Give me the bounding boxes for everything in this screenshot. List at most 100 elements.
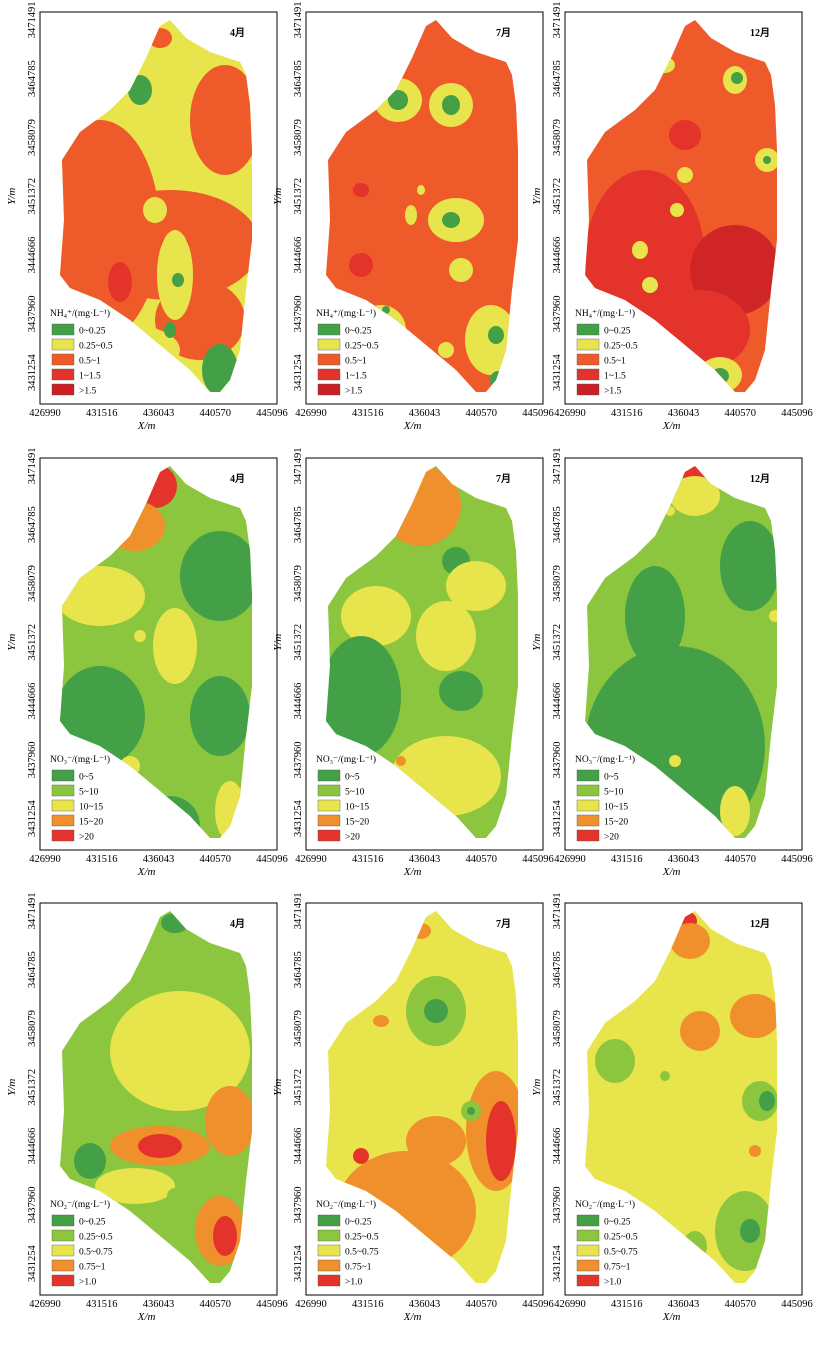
concentration-patch [446, 561, 506, 611]
legend-label: 1~1.5 [79, 372, 101, 382]
concentration-patch [730, 994, 777, 1038]
legend-label: 5~10 [79, 788, 99, 798]
legend-title: NH₄⁺/(mg·L⁻¹) [316, 308, 376, 319]
x-tick-label: 440570 [200, 408, 232, 419]
y-tick-label: 3451372 [293, 1069, 304, 1106]
legend-label: 0~5 [604, 773, 619, 783]
legend-swatch [576, 1244, 600, 1257]
y-tick-label: 3431254 [27, 1245, 38, 1283]
x-tick-label: 436043 [143, 408, 175, 419]
concentration-patch [625, 566, 685, 666]
y-tick-label: 3437960 [293, 295, 304, 332]
y-tick-label: 3471491 [552, 447, 563, 484]
concentration-patch [670, 476, 720, 516]
y-tick-label: 3464785 [27, 951, 38, 988]
legend-label: 0.5~1 [345, 357, 367, 367]
x-tick-label: 436043 [409, 408, 441, 419]
legend-label: 0.5~1 [79, 357, 101, 367]
x-tick-label: 436043 [409, 854, 441, 865]
concentration-patch [731, 72, 743, 84]
y-tick-label: 3451372 [552, 1069, 563, 1106]
y-tick-label: 3451372 [552, 624, 563, 661]
y-tick-label: 3451372 [552, 178, 563, 215]
legend-swatch [576, 368, 600, 381]
legend-label: 0~5 [79, 773, 94, 783]
legend-swatch [51, 769, 75, 782]
x-axis-label: X/m [137, 420, 156, 432]
study-region [326, 466, 518, 838]
y-tick-label: 3458079 [293, 565, 304, 602]
legend-swatch [576, 353, 600, 366]
y-tick-label: 3437960 [552, 295, 563, 332]
concentration-patch [740, 1219, 760, 1243]
month-label: 7月 [496, 27, 511, 39]
legend-swatch [317, 784, 341, 797]
x-axis-label: X/m [137, 1311, 156, 1323]
x-tick-label: 440570 [466, 1299, 498, 1310]
legend-swatch [51, 1229, 75, 1242]
y-tick-label: 3458079 [27, 565, 38, 602]
x-tick-label: 436043 [668, 408, 700, 419]
legend-label: >1.5 [604, 387, 621, 397]
concentration-patch [449, 258, 473, 282]
legend-swatch [317, 368, 341, 381]
concentration-patch [205, 1086, 252, 1156]
y-axis-label: Y/m [531, 188, 543, 205]
legend-label: 5~10 [604, 788, 624, 798]
y-tick-label: 3464785 [552, 60, 563, 97]
legend-title: NO₂⁻/(mg·L⁻¹) [575, 1199, 635, 1210]
legend-label: 0.75~1 [345, 1263, 372, 1273]
concentration-patch [213, 1216, 237, 1256]
legend: NO₂⁻/(mg·L⁻¹) 0~0.25 0.25~0.5 0.5~0.75 0.75~… [575, 1199, 638, 1288]
legend-swatch [576, 799, 600, 812]
y-tick-label: 3471491 [27, 892, 38, 929]
concentration-patch [143, 197, 167, 223]
y-tick-label: 3471491 [27, 1, 38, 38]
y-tick-label: 3451372 [27, 624, 38, 661]
concentration-patch [749, 1145, 761, 1157]
concentration-patch [486, 1101, 516, 1181]
legend-label: 0.75~1 [79, 1263, 106, 1273]
legend-swatch [51, 814, 75, 827]
y-tick-label: 3464785 [293, 506, 304, 543]
map-panel-no2-3: 12月 3471491 3464785 3458079 3451372 3444666 34… [531, 892, 813, 1323]
x-axis-label: X/m [662, 1311, 681, 1323]
concentration-patch [720, 521, 777, 611]
y-tick-label: 3444666 [552, 1128, 563, 1165]
concentration-patch [669, 755, 681, 767]
x-tick-label: 431516 [611, 408, 643, 419]
x-tick-label: 445096 [256, 1299, 288, 1310]
x-tick-label: 436043 [143, 854, 175, 865]
y-tick-label: 3451372 [293, 624, 304, 661]
legend-label: 0~0.25 [79, 1218, 106, 1228]
y-tick-label: 3458079 [27, 1010, 38, 1047]
legend: NO₃⁻/(mg·L⁻¹) 0~5 5~10 10~15 15~20 >20 [316, 754, 376, 843]
map-panel-no3-2: 7月 3471491 3464785 3458079 3451372 3444666 343… [272, 447, 554, 878]
concentration-patch [388, 90, 408, 110]
y-tick-label: 3431254 [552, 800, 563, 838]
y-tick-label: 3444666 [293, 237, 304, 274]
y-tick-label: 3464785 [552, 951, 563, 988]
y-tick-label: 3458079 [27, 119, 38, 156]
y-tick-label: 3437960 [27, 295, 38, 332]
y-tick-label: 3464785 [293, 951, 304, 988]
legend-label: >1.0 [604, 1278, 621, 1288]
concentration-patch [373, 1015, 389, 1027]
map-panel-no2-1: 4月 3471491 3464785 3458079 3451372 3444666 343… [6, 892, 288, 1323]
y-tick-label: 3444666 [552, 237, 563, 274]
legend-swatch [317, 1244, 341, 1257]
legend-label: 0.25~0.5 [79, 342, 113, 352]
legend-title: NH₄⁺/(mg·L⁻¹) [50, 308, 110, 319]
concentration-patch [720, 786, 750, 836]
x-tick-label: 426990 [554, 1299, 586, 1310]
y-axis-label: Y/m [6, 1079, 18, 1096]
concentration-patch [442, 95, 460, 115]
concentration-patch [353, 183, 369, 197]
concentration-patch [406, 1116, 466, 1166]
legend-swatch [51, 784, 75, 797]
y-tick-label: 3444666 [293, 683, 304, 720]
y-tick-label: 3471491 [293, 892, 304, 929]
x-tick-label: 440570 [466, 408, 498, 419]
concentration-patch [326, 636, 401, 756]
legend-swatch [317, 799, 341, 812]
